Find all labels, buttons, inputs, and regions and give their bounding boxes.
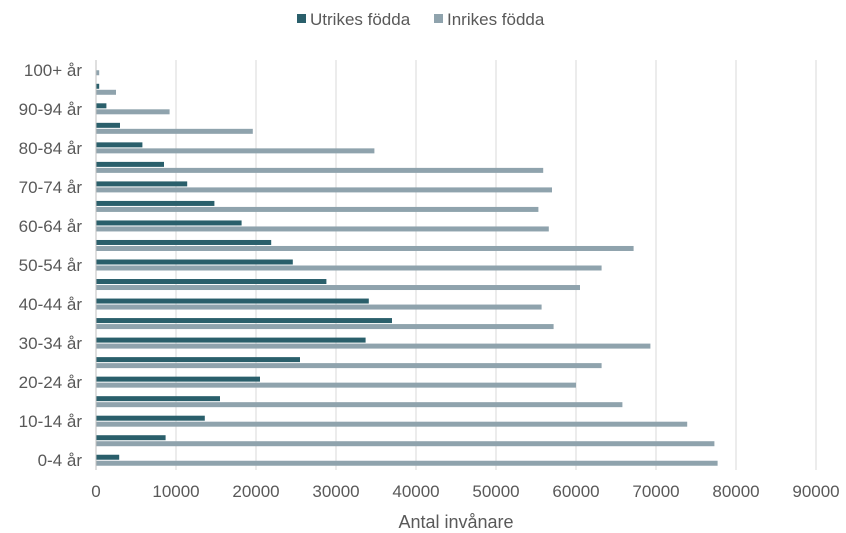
- x-tick-label: 30000: [312, 482, 359, 501]
- legend-label-utrikes: Utrikes födda: [310, 10, 411, 29]
- x-axis-ticks: 0 10000 20000 30000 40000 50000 60000 70000 8000…: [91, 482, 839, 501]
- bar-inrikes-50-54-r: [96, 265, 602, 271]
- bar-inrikes-30-34-r: [96, 343, 651, 349]
- bar-utrikes-45-49-r: [96, 279, 327, 285]
- bar-utrikes-60-64-r: [96, 220, 242, 226]
- bar-utrikes-55-59-r: [96, 239, 272, 245]
- bar-utrikes-15-19-r: [96, 396, 220, 402]
- bar-inrikes-0-4-r: [96, 460, 718, 466]
- bar-utrikes-65-69-r: [96, 200, 215, 206]
- y-tick-label: 0-4 år: [38, 451, 83, 470]
- legend-swatch-inrikes: [434, 14, 443, 23]
- bar-utrikes-35-39-r: [96, 318, 392, 324]
- x-tick-label: 50000: [472, 482, 519, 501]
- x-tick-label: 70000: [632, 482, 679, 501]
- bar-inrikes-15-19-r: [96, 402, 623, 408]
- bar-utrikes-30-34-r: [96, 337, 366, 343]
- x-tick-label: 80000: [712, 482, 759, 501]
- bar-inrikes-95-99-r: [96, 89, 116, 95]
- bar-inrikes-5-9-r: [96, 441, 715, 447]
- x-tick-label: 0: [91, 482, 100, 501]
- bar-inrikes-20-24-r: [96, 382, 576, 388]
- bar-inrikes-85-89-r: [96, 128, 253, 134]
- bar-inrikes-60-64-r: [96, 226, 549, 232]
- y-tick-label: 10-14 år: [19, 412, 83, 431]
- y-tick-label: 90-94 år: [19, 100, 83, 119]
- bar-inrikes-45-49-r: [96, 285, 580, 291]
- y-tick-label: 70-74 år: [19, 178, 83, 197]
- bar-inrikes-65-69-r: [96, 206, 539, 212]
- bars: [96, 64, 718, 466]
- x-tick-label: 10000: [152, 482, 199, 501]
- bar-utrikes-70-74-r: [96, 181, 188, 187]
- bar-inrikes-100+-r: [96, 70, 100, 76]
- x-tick-label: 90000: [792, 482, 839, 501]
- bar-utrikes-75-79-r: [96, 161, 164, 167]
- bar-utrikes-50-54-r: [96, 259, 293, 265]
- bar-utrikes-80-84-r: [96, 142, 143, 148]
- bar-utrikes-95-99-r: [96, 83, 100, 89]
- bar-utrikes-0-4-r: [96, 454, 120, 460]
- y-tick-label: 40-44 år: [19, 295, 83, 314]
- y-tick-label: 20-24 år: [19, 373, 83, 392]
- bar-inrikes-40-44-r: [96, 304, 542, 310]
- bar-utrikes-25-29-r: [96, 357, 300, 363]
- bar-utrikes-90-94-r: [96, 103, 107, 109]
- x-tick-label: 60000: [552, 482, 599, 501]
- x-tick-label: 40000: [392, 482, 439, 501]
- x-tick-label: 20000: [232, 482, 279, 501]
- y-tick-label: 80-84 år: [19, 139, 83, 158]
- legend: Utrikes födda Inrikes födda: [297, 10, 545, 29]
- legend-swatch-utrikes: [297, 14, 306, 23]
- y-axis-ticks: 0-4 år 10-14 år 20-24 år 30-34 år 40-44 år 50…: [19, 61, 83, 470]
- y-tick-label: 100+ år: [24, 61, 82, 80]
- gridlines: [175, 60, 817, 470]
- y-tick-label: 50-54 år: [19, 256, 83, 275]
- bar-inrikes-90-94-r: [96, 109, 170, 115]
- bar-utrikes-5-9-r: [96, 435, 166, 441]
- x-axis-title: Antal invånare: [398, 512, 513, 532]
- bar-inrikes-35-39-r: [96, 324, 554, 330]
- bar-utrikes-10-14-r: [96, 415, 205, 421]
- bar-utrikes-20-24-r: [96, 376, 260, 382]
- legend-label-inrikes: Inrikes födda: [447, 10, 545, 29]
- bar-inrikes-80-84-r: [96, 148, 375, 154]
- y-tick-label: 30-34 år: [19, 334, 83, 353]
- bar-utrikes-40-44-r: [96, 298, 369, 304]
- bar-utrikes-85-89-r: [96, 122, 120, 128]
- bar-inrikes-25-29-r: [96, 363, 602, 369]
- bar-inrikes-10-14-r: [96, 421, 688, 427]
- y-tick-label: 60-64 år: [19, 217, 83, 236]
- bar-inrikes-70-74-r: [96, 187, 552, 193]
- bar-inrikes-55-59-r: [96, 245, 634, 251]
- bar-inrikes-75-79-r: [96, 167, 544, 173]
